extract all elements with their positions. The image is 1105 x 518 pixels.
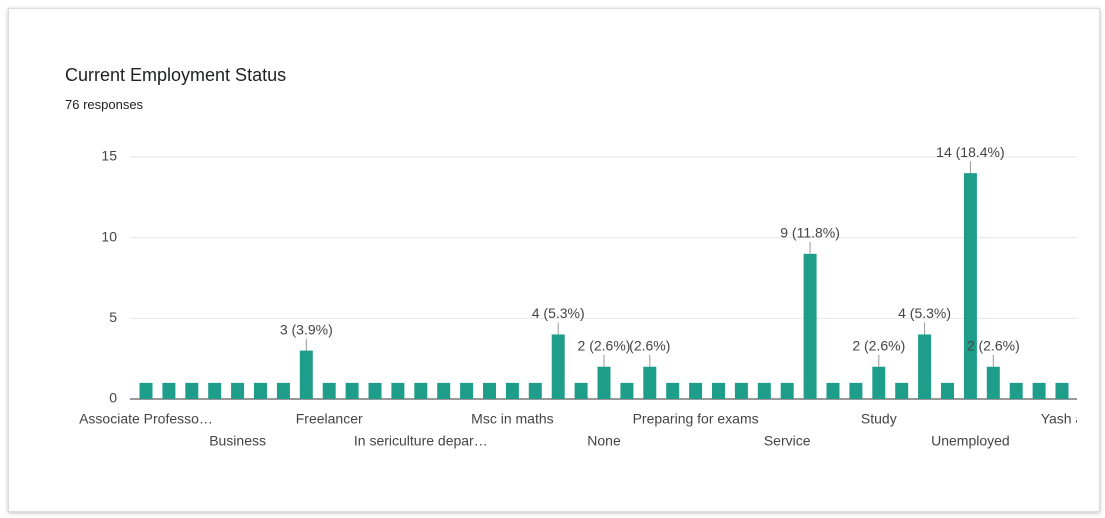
bar xyxy=(345,382,359,399)
bar xyxy=(689,382,703,399)
bar xyxy=(528,382,542,399)
bar xyxy=(460,382,474,399)
value-label: 4 (5.3%) xyxy=(532,305,585,321)
bar xyxy=(963,173,977,399)
card: Current Employment Status 76 responses xyxy=(8,8,1100,512)
bar xyxy=(254,382,267,399)
bar xyxy=(872,366,886,399)
y-tick-label: 15 xyxy=(101,148,117,164)
value-label: 2 (2.6%) xyxy=(578,337,631,353)
bar xyxy=(1032,382,1046,399)
bar xyxy=(1055,382,1069,399)
x-tick-label: Associate Professo… xyxy=(79,411,213,427)
bar xyxy=(620,382,634,399)
x-tick-label: Preparing for exams xyxy=(633,411,759,427)
bar xyxy=(574,382,588,399)
bar xyxy=(483,382,496,399)
bar xyxy=(1009,382,1023,399)
bar xyxy=(780,382,794,399)
x-tick-label: None xyxy=(587,433,621,449)
bar xyxy=(185,382,199,399)
bar xyxy=(643,366,657,399)
y-tick-label: 5 xyxy=(109,309,117,325)
bar xyxy=(712,382,725,399)
chart-subtitle: 76 responses xyxy=(65,97,144,112)
value-label: 3 (3.9%) xyxy=(280,321,333,337)
bar xyxy=(139,382,153,399)
x-tick-label: Yash a xyxy=(1041,411,1084,427)
bar xyxy=(826,382,840,399)
x-tick-label: Unemployed xyxy=(931,433,1010,449)
bar xyxy=(208,382,222,399)
x-tick-label: Msc in maths xyxy=(471,411,553,427)
value-label: 9 (11.8%) xyxy=(780,225,840,241)
bar xyxy=(551,334,565,399)
value-label: 4 (5.3%) xyxy=(898,305,951,321)
value-label: 2 (2.6%) xyxy=(967,337,1020,353)
bar xyxy=(734,382,748,399)
bar xyxy=(895,382,909,399)
x-tick-label: Study xyxy=(861,411,897,427)
bar xyxy=(666,382,680,399)
value-label: 2 (2.6%) xyxy=(852,337,905,353)
bar xyxy=(803,253,817,399)
y-tick-label: 10 xyxy=(101,228,117,244)
value-label: (2.6%) xyxy=(629,337,670,353)
bar xyxy=(231,382,245,399)
x-tick-label: Service xyxy=(764,433,811,449)
chart-title: Current Employment Status xyxy=(65,65,287,85)
bar xyxy=(368,382,382,399)
bar xyxy=(849,382,863,399)
bar xyxy=(941,382,954,399)
bar xyxy=(597,366,611,399)
bar xyxy=(414,382,428,399)
y-tick-label: 0 xyxy=(109,390,117,406)
bar xyxy=(322,382,336,399)
bar xyxy=(757,382,771,399)
x-tick-label: Business xyxy=(209,433,266,449)
bar xyxy=(437,382,451,399)
bar xyxy=(918,334,932,399)
bar xyxy=(162,382,176,399)
plot: Associate Professo… Business 3 (3.9%) Freel… xyxy=(79,144,1084,449)
bar xyxy=(299,350,313,399)
x-tick-label: Freelancer xyxy=(296,411,363,427)
x-tick-label: In sericulture depar… xyxy=(354,433,488,449)
bar xyxy=(986,366,1000,399)
bar xyxy=(391,382,405,399)
bar xyxy=(505,382,519,399)
bar xyxy=(276,382,290,399)
value-label: 14 (18.4%) xyxy=(936,144,1004,160)
